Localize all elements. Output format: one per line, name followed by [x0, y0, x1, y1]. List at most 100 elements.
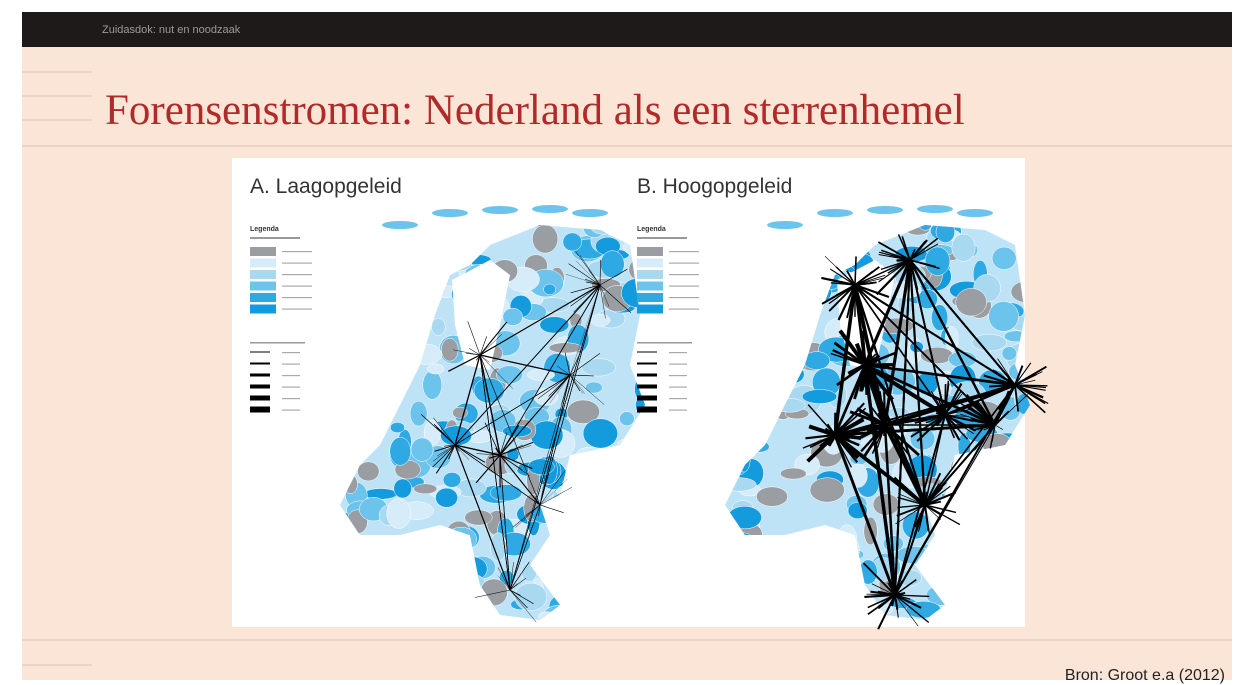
slide-title: Forensenstromen: Nederland als een sterr…	[105, 87, 965, 134]
commute-line	[901, 236, 911, 261]
legend-line	[669, 285, 699, 287]
commute-line	[994, 424, 1003, 430]
region	[756, 486, 788, 507]
commute-line	[875, 259, 911, 296]
region	[422, 370, 443, 400]
legend-swatch	[250, 258, 276, 268]
commute-line	[432, 444, 456, 462]
legend-line	[669, 262, 699, 264]
legend-stroke	[637, 395, 657, 401]
island	[432, 209, 468, 217]
commute-line	[539, 504, 546, 507]
legend-stroke	[250, 351, 270, 353]
island	[917, 205, 953, 213]
region	[582, 418, 618, 449]
commute-line	[834, 433, 860, 447]
legend-swatch	[637, 293, 663, 302]
legend-line	[669, 274, 699, 276]
commute-line	[854, 284, 946, 416]
region	[527, 369, 555, 381]
commute-line	[454, 284, 601, 446]
commute-line	[569, 351, 582, 376]
region	[918, 225, 933, 231]
region	[600, 250, 625, 279]
commute-line	[599, 268, 628, 286]
legend-line	[669, 409, 687, 411]
commute-line	[479, 334, 503, 356]
commute-line	[864, 364, 1016, 386]
legend	[637, 237, 699, 413]
commute-line	[877, 594, 896, 630]
commute-line	[924, 504, 957, 514]
commute-line	[838, 329, 867, 367]
commute-line	[805, 433, 836, 440]
commute-line	[944, 414, 955, 439]
legend-swatch	[250, 304, 276, 314]
commute-line	[525, 504, 541, 516]
commute-line	[479, 354, 490, 363]
commute-line	[599, 260, 601, 286]
commute-line	[944, 414, 976, 432]
commute-line	[846, 284, 856, 319]
legend	[250, 237, 312, 413]
island	[957, 209, 993, 217]
commute-line	[444, 444, 456, 447]
commute-line	[867, 594, 896, 609]
commute-line	[573, 284, 601, 313]
commute-line	[828, 284, 856, 312]
commute-line	[599, 284, 606, 319]
commute-line	[569, 374, 581, 392]
commute-line	[509, 284, 601, 591]
commute-line	[479, 321, 508, 356]
commute-line	[834, 434, 896, 596]
region	[357, 461, 380, 482]
commute-line	[556, 365, 571, 376]
commute-line	[894, 594, 930, 623]
region	[386, 498, 412, 529]
commute-line	[489, 454, 501, 459]
region	[1001, 346, 1017, 361]
commute-line	[509, 561, 530, 591]
commute-line	[967, 405, 996, 426]
commute-line	[437, 444, 456, 457]
commute-line	[894, 579, 917, 596]
legend-stroke	[637, 406, 657, 413]
commute-line	[833, 341, 866, 367]
commute-line	[568, 263, 601, 286]
commute-line	[499, 284, 601, 456]
legend-line	[250, 237, 300, 239]
region	[566, 399, 600, 424]
commute-line	[454, 444, 486, 463]
commute-line	[1014, 365, 1047, 386]
region	[427, 363, 445, 375]
commute-line	[584, 278, 601, 286]
commute-line	[880, 249, 911, 261]
commute-line	[970, 417, 996, 426]
region	[951, 233, 976, 262]
commute-line	[864, 364, 926, 506]
commute-line	[1014, 384, 1047, 389]
commute-line	[1014, 362, 1032, 386]
legend-line	[282, 363, 300, 365]
commute-line	[829, 268, 856, 286]
commute-line	[909, 259, 946, 416]
legend-swatch	[637, 281, 663, 291]
legend-swatch	[250, 281, 276, 291]
region	[971, 333, 1007, 352]
commute-line	[454, 354, 481, 446]
legend-line	[669, 308, 699, 310]
legend-title: Legenda	[637, 226, 666, 233]
commute-line	[871, 583, 896, 596]
region	[619, 411, 635, 427]
commute-line	[924, 424, 996, 506]
commute-line	[497, 575, 511, 591]
commute-line	[894, 594, 919, 627]
legend-title: Legenda	[250, 226, 279, 233]
commute-line	[509, 504, 541, 591]
legend-line	[282, 262, 312, 264]
header-text: Zuidasdok: nut en noodzaak	[102, 24, 241, 36]
legend-swatch	[250, 270, 276, 279]
legend-stroke	[637, 384, 657, 389]
legend-stroke	[250, 362, 270, 365]
commute-line	[585, 281, 601, 286]
